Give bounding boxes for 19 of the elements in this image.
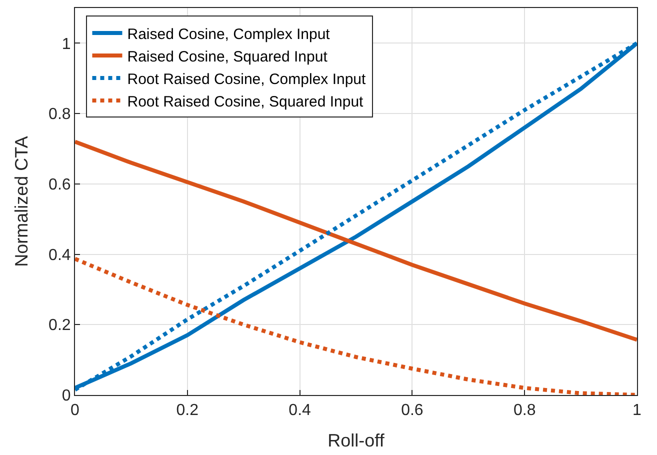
line-series (75, 256, 637, 395)
x-tick-label: 1 (632, 402, 642, 420)
x-tick-label: 0.4 (288, 402, 312, 420)
y-tick-label: 0.2 (48, 317, 71, 334)
x-tick-label: 0.8 (513, 402, 536, 420)
x-axis-title: Roll-off (328, 430, 386, 450)
legend-label: Root Raised Cosine, Squared Input (127, 93, 364, 110)
y-tick-label: 1 (62, 36, 71, 53)
y-tick-label: 0.4 (48, 246, 71, 264)
legend-label: Raised Cosine, Complex Input (127, 26, 331, 43)
y-tick-label: 0.8 (48, 106, 71, 124)
x-tick-label: 0.2 (176, 402, 199, 420)
x-tick-label: 0.6 (401, 402, 424, 420)
y-axis-title: Normalized CTA (12, 136, 32, 267)
legend-label: Raised Cosine, Squared Input (127, 48, 328, 66)
line-series (75, 140, 637, 342)
legend-label: Root Raised Cosine, Complex Input (127, 70, 367, 88)
y-tick-label: 0.6 (48, 176, 71, 194)
y-tick-label: 0 (62, 388, 71, 405)
